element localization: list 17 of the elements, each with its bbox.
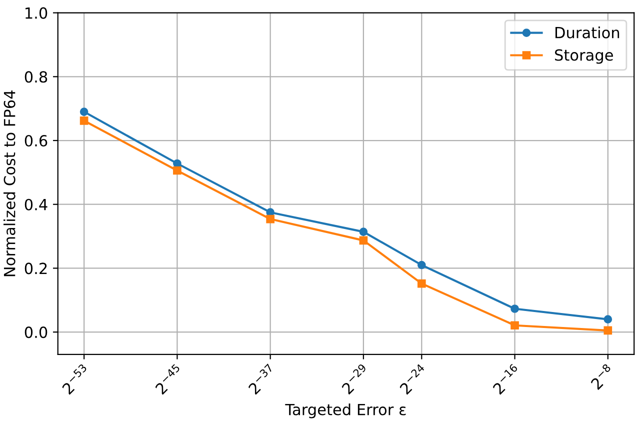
x-tick-label: 2$^{−53}$ bbox=[60, 364, 92, 395]
x-axis-title: Targeted Error ε bbox=[285, 403, 406, 418]
y-tick-label: 0.4 bbox=[24, 198, 48, 210]
x-tick-label: 2$^{−16}$ bbox=[490, 363, 522, 395]
x-tick-label: 2$^{−37}$ bbox=[246, 364, 278, 395]
y-axis-title: Normalized Cost to FP64 bbox=[4, 90, 16, 276]
x-tick-label: 2$^{−45}$ bbox=[153, 364, 184, 395]
y-tick-label: 0.0 bbox=[24, 326, 48, 338]
y-tick-label: 1.0 bbox=[26, 7, 48, 19]
y-tick-label: 0.6 bbox=[24, 134, 48, 147]
legend-label: Storage bbox=[554, 49, 613, 64]
y-tick-label: 0.2 bbox=[24, 262, 47, 274]
x-tick-label: 2$^{−24}$ bbox=[397, 363, 429, 395]
x-tick-label: 2$^{−8}$ bbox=[588, 363, 616, 390]
legend-label: Duration bbox=[555, 26, 620, 38]
x-tick-label: 2$^{−29}$ bbox=[339, 363, 371, 395]
y-tick-label: 0.8 bbox=[24, 71, 48, 83]
